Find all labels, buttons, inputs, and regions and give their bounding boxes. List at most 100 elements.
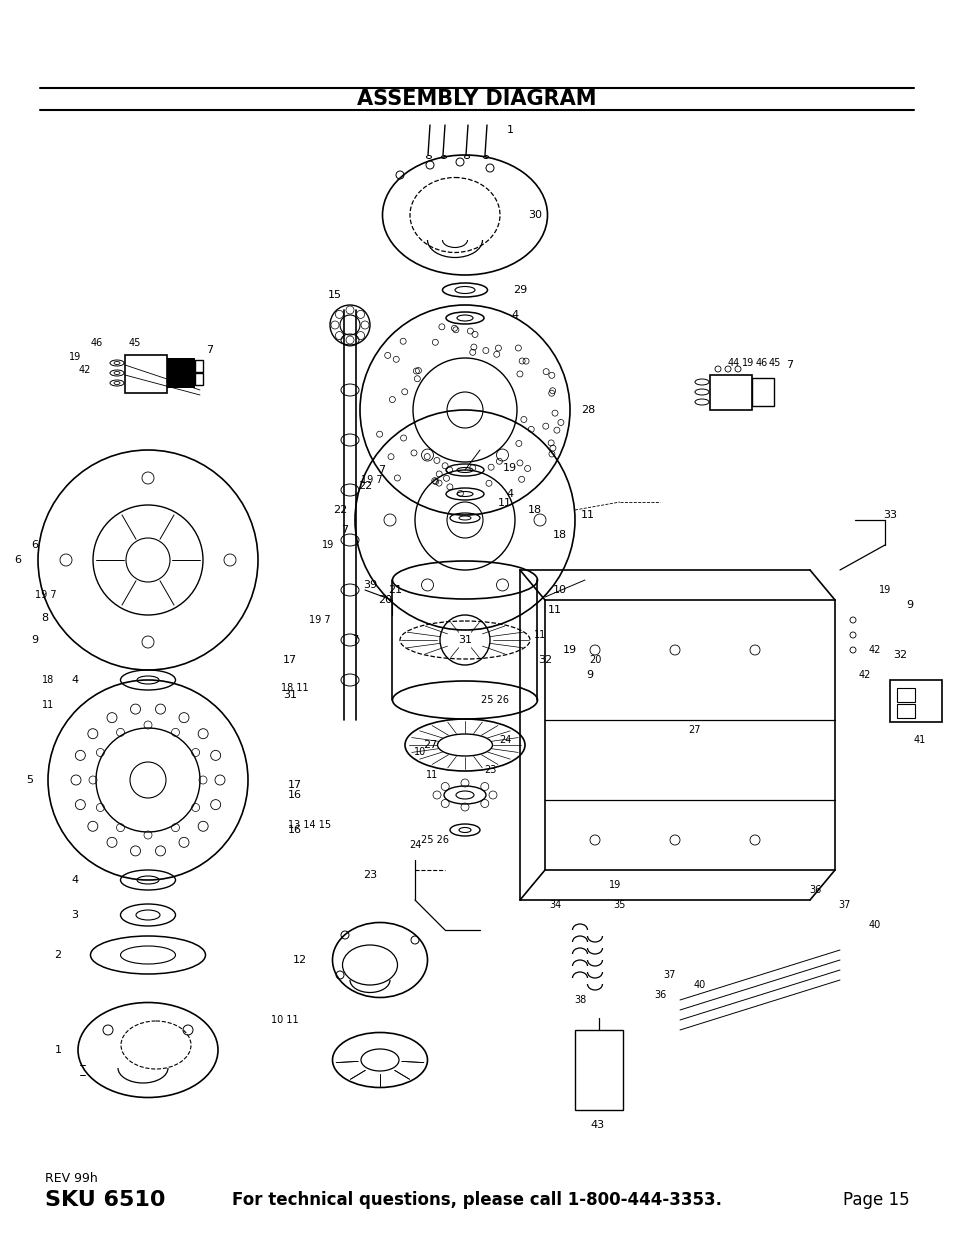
Text: 22: 22 bbox=[333, 505, 347, 515]
Text: 23: 23 bbox=[483, 764, 496, 776]
Bar bbox=[889, 680, 941, 722]
Bar bbox=[125, 354, 167, 393]
Text: 3: 3 bbox=[71, 910, 78, 920]
Text: 28: 28 bbox=[580, 405, 595, 415]
Text: 46: 46 bbox=[91, 338, 103, 348]
Text: 36: 36 bbox=[808, 885, 821, 895]
Text: 10: 10 bbox=[414, 747, 426, 757]
Text: 17: 17 bbox=[288, 781, 302, 790]
Text: 19 7: 19 7 bbox=[309, 615, 331, 625]
Text: 11: 11 bbox=[497, 498, 512, 508]
Text: 7: 7 bbox=[206, 345, 213, 354]
Text: 21: 21 bbox=[388, 585, 401, 595]
Text: 44: 44 bbox=[727, 358, 740, 368]
Text: 10 11: 10 11 bbox=[271, 1015, 298, 1025]
Text: 7: 7 bbox=[352, 635, 357, 645]
Text: 18: 18 bbox=[527, 505, 541, 515]
Text: 18: 18 bbox=[42, 676, 54, 685]
Text: 30: 30 bbox=[527, 210, 541, 220]
Text: 45: 45 bbox=[768, 358, 781, 368]
Text: 25 26: 25 26 bbox=[420, 835, 449, 845]
Text: 11: 11 bbox=[425, 769, 437, 781]
Text: 7: 7 bbox=[378, 466, 385, 475]
Text: 37: 37 bbox=[838, 900, 850, 910]
Text: 16: 16 bbox=[288, 790, 302, 800]
Text: 29: 29 bbox=[513, 285, 527, 295]
Text: 6: 6 bbox=[31, 540, 38, 550]
Text: 46: 46 bbox=[755, 358, 767, 368]
Text: 16: 16 bbox=[288, 825, 302, 835]
Text: 27: 27 bbox=[422, 740, 436, 750]
Text: 22: 22 bbox=[357, 480, 372, 492]
Text: 8: 8 bbox=[41, 613, 49, 622]
Text: 19: 19 bbox=[562, 645, 577, 655]
Bar bbox=[194, 359, 203, 372]
Text: REV 99h: REV 99h bbox=[45, 1172, 97, 1184]
Text: 9: 9 bbox=[586, 671, 593, 680]
Text: 7: 7 bbox=[785, 359, 793, 370]
Bar bbox=[896, 704, 914, 718]
Text: 10: 10 bbox=[553, 585, 566, 595]
Text: 19: 19 bbox=[878, 585, 890, 595]
Text: For technical questions, please call 1-800-444-3353.: For technical questions, please call 1-8… bbox=[232, 1191, 721, 1209]
Text: 35: 35 bbox=[613, 900, 625, 910]
Text: 24: 24 bbox=[409, 840, 420, 850]
Text: Page 15: Page 15 bbox=[842, 1191, 909, 1209]
Text: ASSEMBLY DIAGRAM: ASSEMBLY DIAGRAM bbox=[356, 89, 597, 109]
Text: 31: 31 bbox=[283, 690, 296, 700]
Text: 27: 27 bbox=[688, 725, 700, 735]
Text: 4: 4 bbox=[71, 676, 78, 685]
Text: 4: 4 bbox=[71, 876, 78, 885]
Text: 19 7: 19 7 bbox=[35, 590, 56, 600]
Text: 18 11: 18 11 bbox=[281, 683, 309, 693]
Text: 17: 17 bbox=[283, 655, 296, 664]
Text: 41: 41 bbox=[913, 735, 925, 745]
Text: 11: 11 bbox=[580, 510, 595, 520]
Text: 19: 19 bbox=[608, 881, 620, 890]
Text: 19: 19 bbox=[321, 540, 334, 550]
Text: 9: 9 bbox=[31, 635, 38, 645]
Text: 11: 11 bbox=[534, 630, 545, 640]
Text: 12: 12 bbox=[293, 955, 307, 965]
Text: 39: 39 bbox=[362, 580, 376, 590]
Bar bbox=[896, 688, 914, 701]
Bar bbox=[167, 358, 194, 388]
Text: 20: 20 bbox=[377, 595, 392, 605]
Text: 32: 32 bbox=[537, 655, 552, 664]
Text: 19: 19 bbox=[502, 463, 517, 473]
Text: 43: 43 bbox=[590, 1120, 604, 1130]
Text: 6: 6 bbox=[14, 555, 22, 564]
Text: 11: 11 bbox=[42, 700, 54, 710]
Text: 33: 33 bbox=[882, 510, 896, 520]
Text: 1: 1 bbox=[506, 125, 513, 135]
Text: 40: 40 bbox=[693, 981, 705, 990]
Text: 42: 42 bbox=[858, 671, 870, 680]
Text: 34: 34 bbox=[548, 900, 560, 910]
Text: 19: 19 bbox=[741, 358, 753, 368]
Text: 38: 38 bbox=[574, 995, 585, 1005]
Text: SKU 6510: SKU 6510 bbox=[45, 1191, 165, 1210]
Bar bbox=[194, 373, 203, 385]
Text: 25 26: 25 26 bbox=[480, 695, 509, 705]
Text: 42: 42 bbox=[868, 645, 881, 655]
Text: 36: 36 bbox=[653, 990, 665, 1000]
Text: 1: 1 bbox=[54, 1045, 61, 1055]
Text: 45: 45 bbox=[129, 338, 141, 348]
Text: 23: 23 bbox=[362, 869, 376, 881]
Text: 18: 18 bbox=[553, 530, 566, 540]
Text: 19: 19 bbox=[69, 352, 81, 362]
Text: 40: 40 bbox=[868, 920, 881, 930]
Text: 9: 9 bbox=[905, 600, 913, 610]
Bar bbox=[709, 375, 751, 410]
Text: 37: 37 bbox=[663, 969, 676, 981]
Text: 24: 24 bbox=[498, 735, 511, 745]
Text: 4: 4 bbox=[506, 489, 513, 499]
Bar bbox=[751, 378, 773, 406]
Text: 7: 7 bbox=[341, 525, 348, 535]
Text: 5: 5 bbox=[27, 776, 33, 785]
Text: 2: 2 bbox=[54, 950, 62, 960]
Text: 11: 11 bbox=[547, 605, 561, 615]
Text: 42: 42 bbox=[79, 366, 91, 375]
Text: 32: 32 bbox=[892, 650, 906, 659]
Text: 20: 20 bbox=[588, 655, 600, 664]
